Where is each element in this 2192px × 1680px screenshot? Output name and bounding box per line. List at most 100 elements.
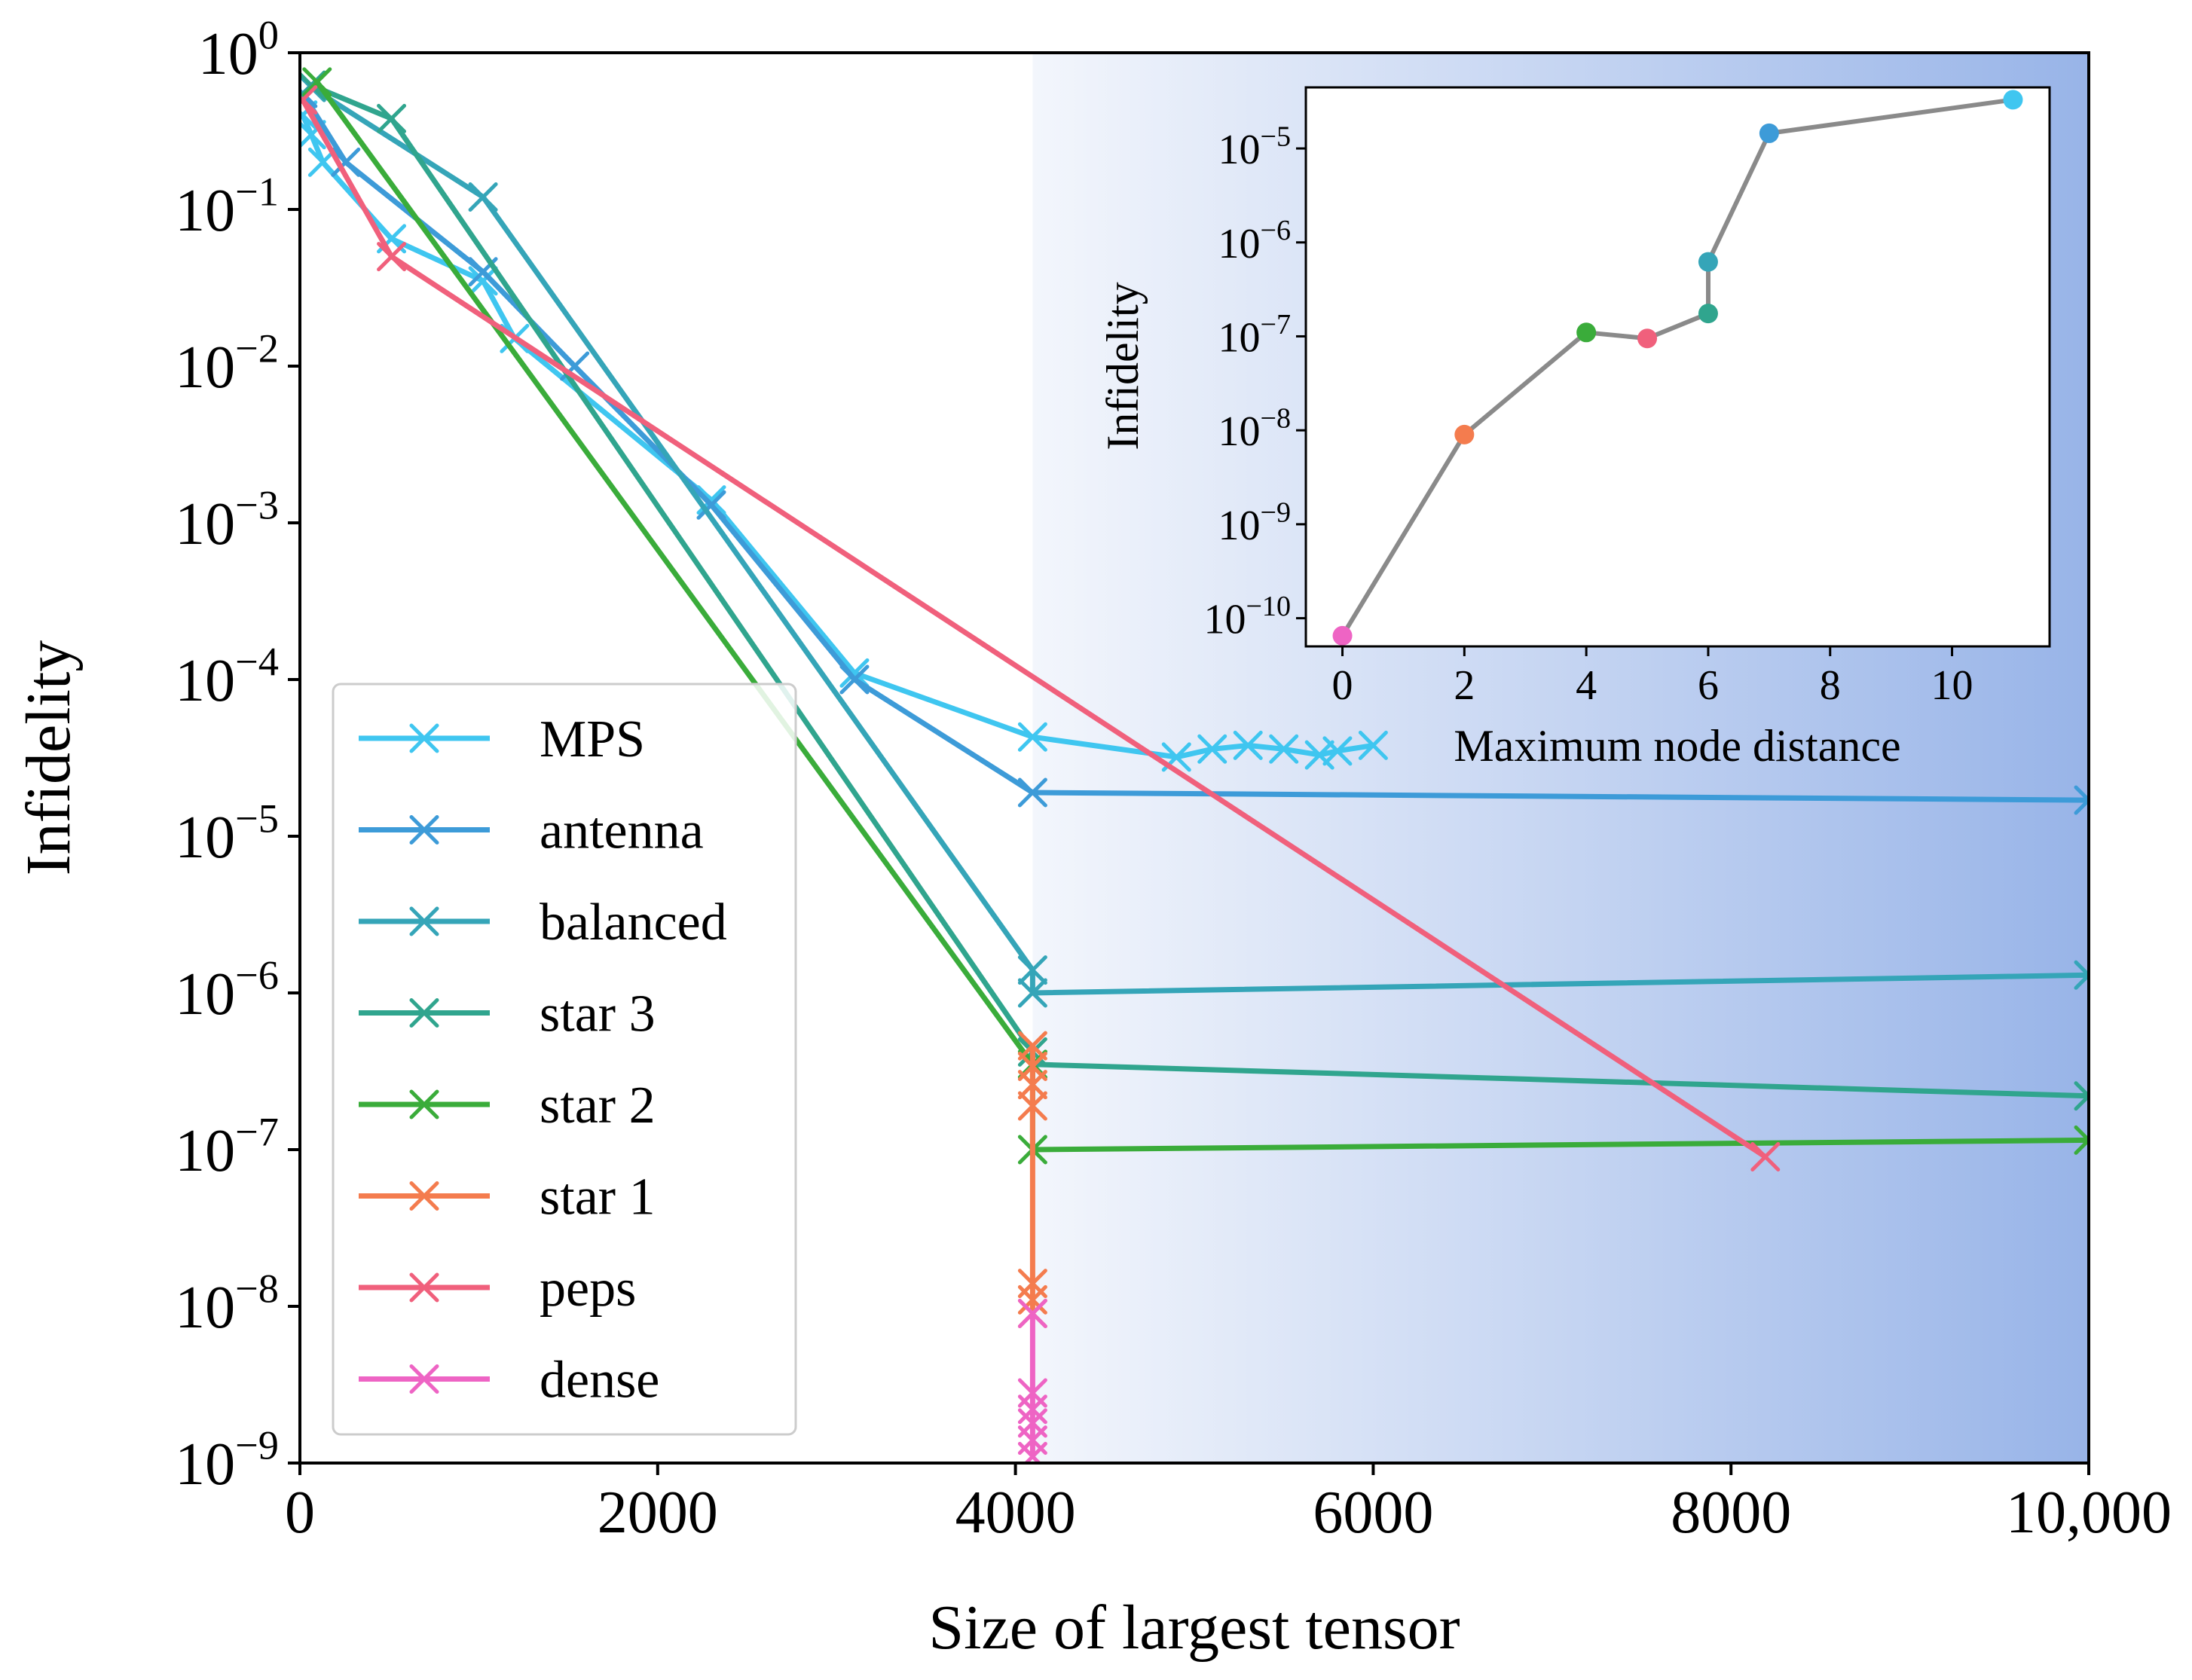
main-y-tick-label-1-base: 10 (175, 178, 235, 244)
inset-y-tick-label-0: 10−5 (1218, 121, 1291, 174)
legend-items: MPS antenna balanced star 3 star 2 star 1 peps… (359, 710, 727, 1410)
series-4-marker-3 (2074, 1125, 2089, 1155)
main-y-tick-label-1-exponent: −1 (235, 169, 279, 214)
main-y-tick-label-5-base: 10 (175, 805, 235, 871)
series-0-marker-14 (1322, 736, 1353, 766)
series-0-marker-8 (1017, 722, 1047, 752)
main-y-tick-label-6: 10−6 (175, 952, 279, 1028)
series-5-marker-0 (1017, 1031, 1047, 1061)
inset-y-tick-label-2-base: 10 (1218, 314, 1260, 361)
main-y-tick-label-0-base: 10 (198, 21, 258, 87)
legend-box (332, 683, 797, 1436)
series-line-1 (300, 90, 2089, 803)
inset-series-group (1332, 90, 2023, 646)
inset-y-tick-label-2-exponent: −7 (1260, 309, 1291, 341)
inset-y-tick-label-4: 10−9 (1218, 496, 1291, 549)
main-x-tick-label-4: 8000 (1671, 1480, 1791, 1546)
inset-y-tick-label-4-exponent: −9 (1260, 496, 1291, 528)
inset-x-tick-label-5: 10 (1931, 662, 1973, 709)
series-1-marker-7 (2074, 785, 2089, 815)
main-y-tick-label-9: 10−9 (175, 1422, 279, 1498)
inset-y-axis-label: Infidelity (1098, 282, 1148, 450)
main-y-tick-label-0-exponent: 0 (258, 12, 279, 57)
legend-marker-0 (409, 723, 439, 753)
legend-label-7: dense (540, 1352, 659, 1410)
main-x-tick-label-2: 4000 (955, 1480, 1076, 1546)
inset-x-tick-label-4: 8 (1820, 662, 1841, 709)
series-7-marker-2 (1017, 1394, 1047, 1425)
inset-point-2 (1576, 322, 1597, 343)
main-y-tick-label-5-exponent: −5 (235, 796, 279, 841)
main-y-tick-label-2-exponent: −2 (235, 325, 279, 371)
inset-point-7 (2003, 90, 2023, 110)
series-3-marker-1 (377, 103, 407, 133)
series-2-marker-1 (468, 182, 498, 212)
legend-marker-3 (409, 998, 439, 1028)
legend-label-2: balanced (540, 893, 727, 951)
legend-label-3: star 3 (540, 985, 656, 1043)
series-0-marker-10 (1197, 734, 1227, 764)
main-x-tick-label-3: 6000 (1313, 1480, 1433, 1546)
inset-background (1306, 87, 2050, 646)
inset-y-tick-label-5: 10−10 (1203, 591, 1291, 643)
main-y-tick-label-8: 10−8 (175, 1266, 279, 1341)
inset-point-0 (1332, 625, 1353, 646)
main-y-tick-label-8-base: 10 (175, 1275, 235, 1341)
inset-y-tick-label-5-base: 10 (1203, 597, 1246, 643)
main-y-tick-label-6-exponent: −6 (235, 952, 279, 997)
series-0-marker-15 (1358, 730, 1388, 760)
main-x-axis-label: Size of largest tensor (928, 1593, 1460, 1663)
inset-x-tick-label-0: 0 (1332, 662, 1353, 709)
main-y-tick-label-4: 10−4 (175, 639, 279, 714)
main-y-tick-label-4-exponent: −4 (235, 639, 279, 684)
legend-label-6: peps (540, 1260, 636, 1318)
main-y-tick-label-2-base: 10 (175, 334, 235, 401)
series-3-marker-4 (2074, 1081, 2089, 1111)
main-y-tick-label-6-base: 10 (175, 961, 235, 1028)
main-y-tick-label-5: 10−5 (175, 796, 279, 871)
legend-marker-6 (409, 1272, 439, 1303)
legend: MPS antenna balanced star 3 star 2 star 1 peps… (332, 683, 797, 1436)
series-2-marker-4 (2074, 960, 2089, 990)
inset-y-tick-label-4-base: 10 (1218, 502, 1260, 549)
series-0-marker-12 (1269, 734, 1299, 764)
main-x-tick-label-1: 2000 (598, 1480, 718, 1546)
main-y-tick-label-3-exponent: −3 (235, 482, 279, 527)
series-6-marker-1 (377, 242, 407, 272)
inset-point-5 (1698, 252, 1718, 272)
series-4-marker-0 (302, 67, 332, 97)
series-5-marker-3 (1017, 1091, 1047, 1121)
main-y-axis-label: Infidelity (14, 640, 84, 876)
series-1-marker-4 (696, 490, 726, 520)
inset-x-tick-label-2: 4 (1576, 662, 1597, 709)
main-plot-frame (298, 51, 2090, 1465)
inset-point-1 (1454, 424, 1475, 444)
legend-marker-5 (409, 1181, 439, 1211)
legend-marker-2 (409, 906, 439, 936)
legend-marker-4 (409, 1089, 439, 1119)
main-axis-ticks: 0 2000 4000 6000 8000 10,00010010−110−210−310… (175, 12, 2172, 1546)
series-0-marker-11 (1233, 730, 1263, 760)
inset-point-3 (1637, 328, 1658, 349)
series-2-marker-3 (1017, 978, 1047, 1008)
series-6-marker-2 (1750, 1142, 1781, 1172)
inset-x-tick-label-1: 2 (1454, 662, 1475, 709)
inset-x-tick-label-3: 6 (1698, 662, 1719, 709)
series-5-marker-5 (1017, 1284, 1047, 1315)
main-y-tick-label-9-exponent: −9 (235, 1422, 279, 1468)
series-1-marker-6 (1017, 777, 1047, 808)
inset-point-4 (1698, 304, 1718, 324)
inset-plot-frame (1304, 86, 2051, 648)
main-y-tick-label-4-base: 10 (175, 648, 235, 714)
inset-y-tick-label-3-exponent: −8 (1260, 403, 1291, 435)
series-7-marker-0 (1017, 1299, 1047, 1329)
main-y-tick-label-1: 10−1 (175, 169, 279, 244)
inset-y-tick-label-0-exponent: −5 (1260, 121, 1291, 153)
inset-y-tick-label-3-base: 10 (1218, 408, 1260, 455)
inset-y-tick-label-1-exponent: −6 (1260, 215, 1291, 246)
series-0-marker-7 (839, 658, 870, 688)
inset-line (1340, 97, 2013, 637)
series-6-marker-0 (300, 85, 318, 115)
